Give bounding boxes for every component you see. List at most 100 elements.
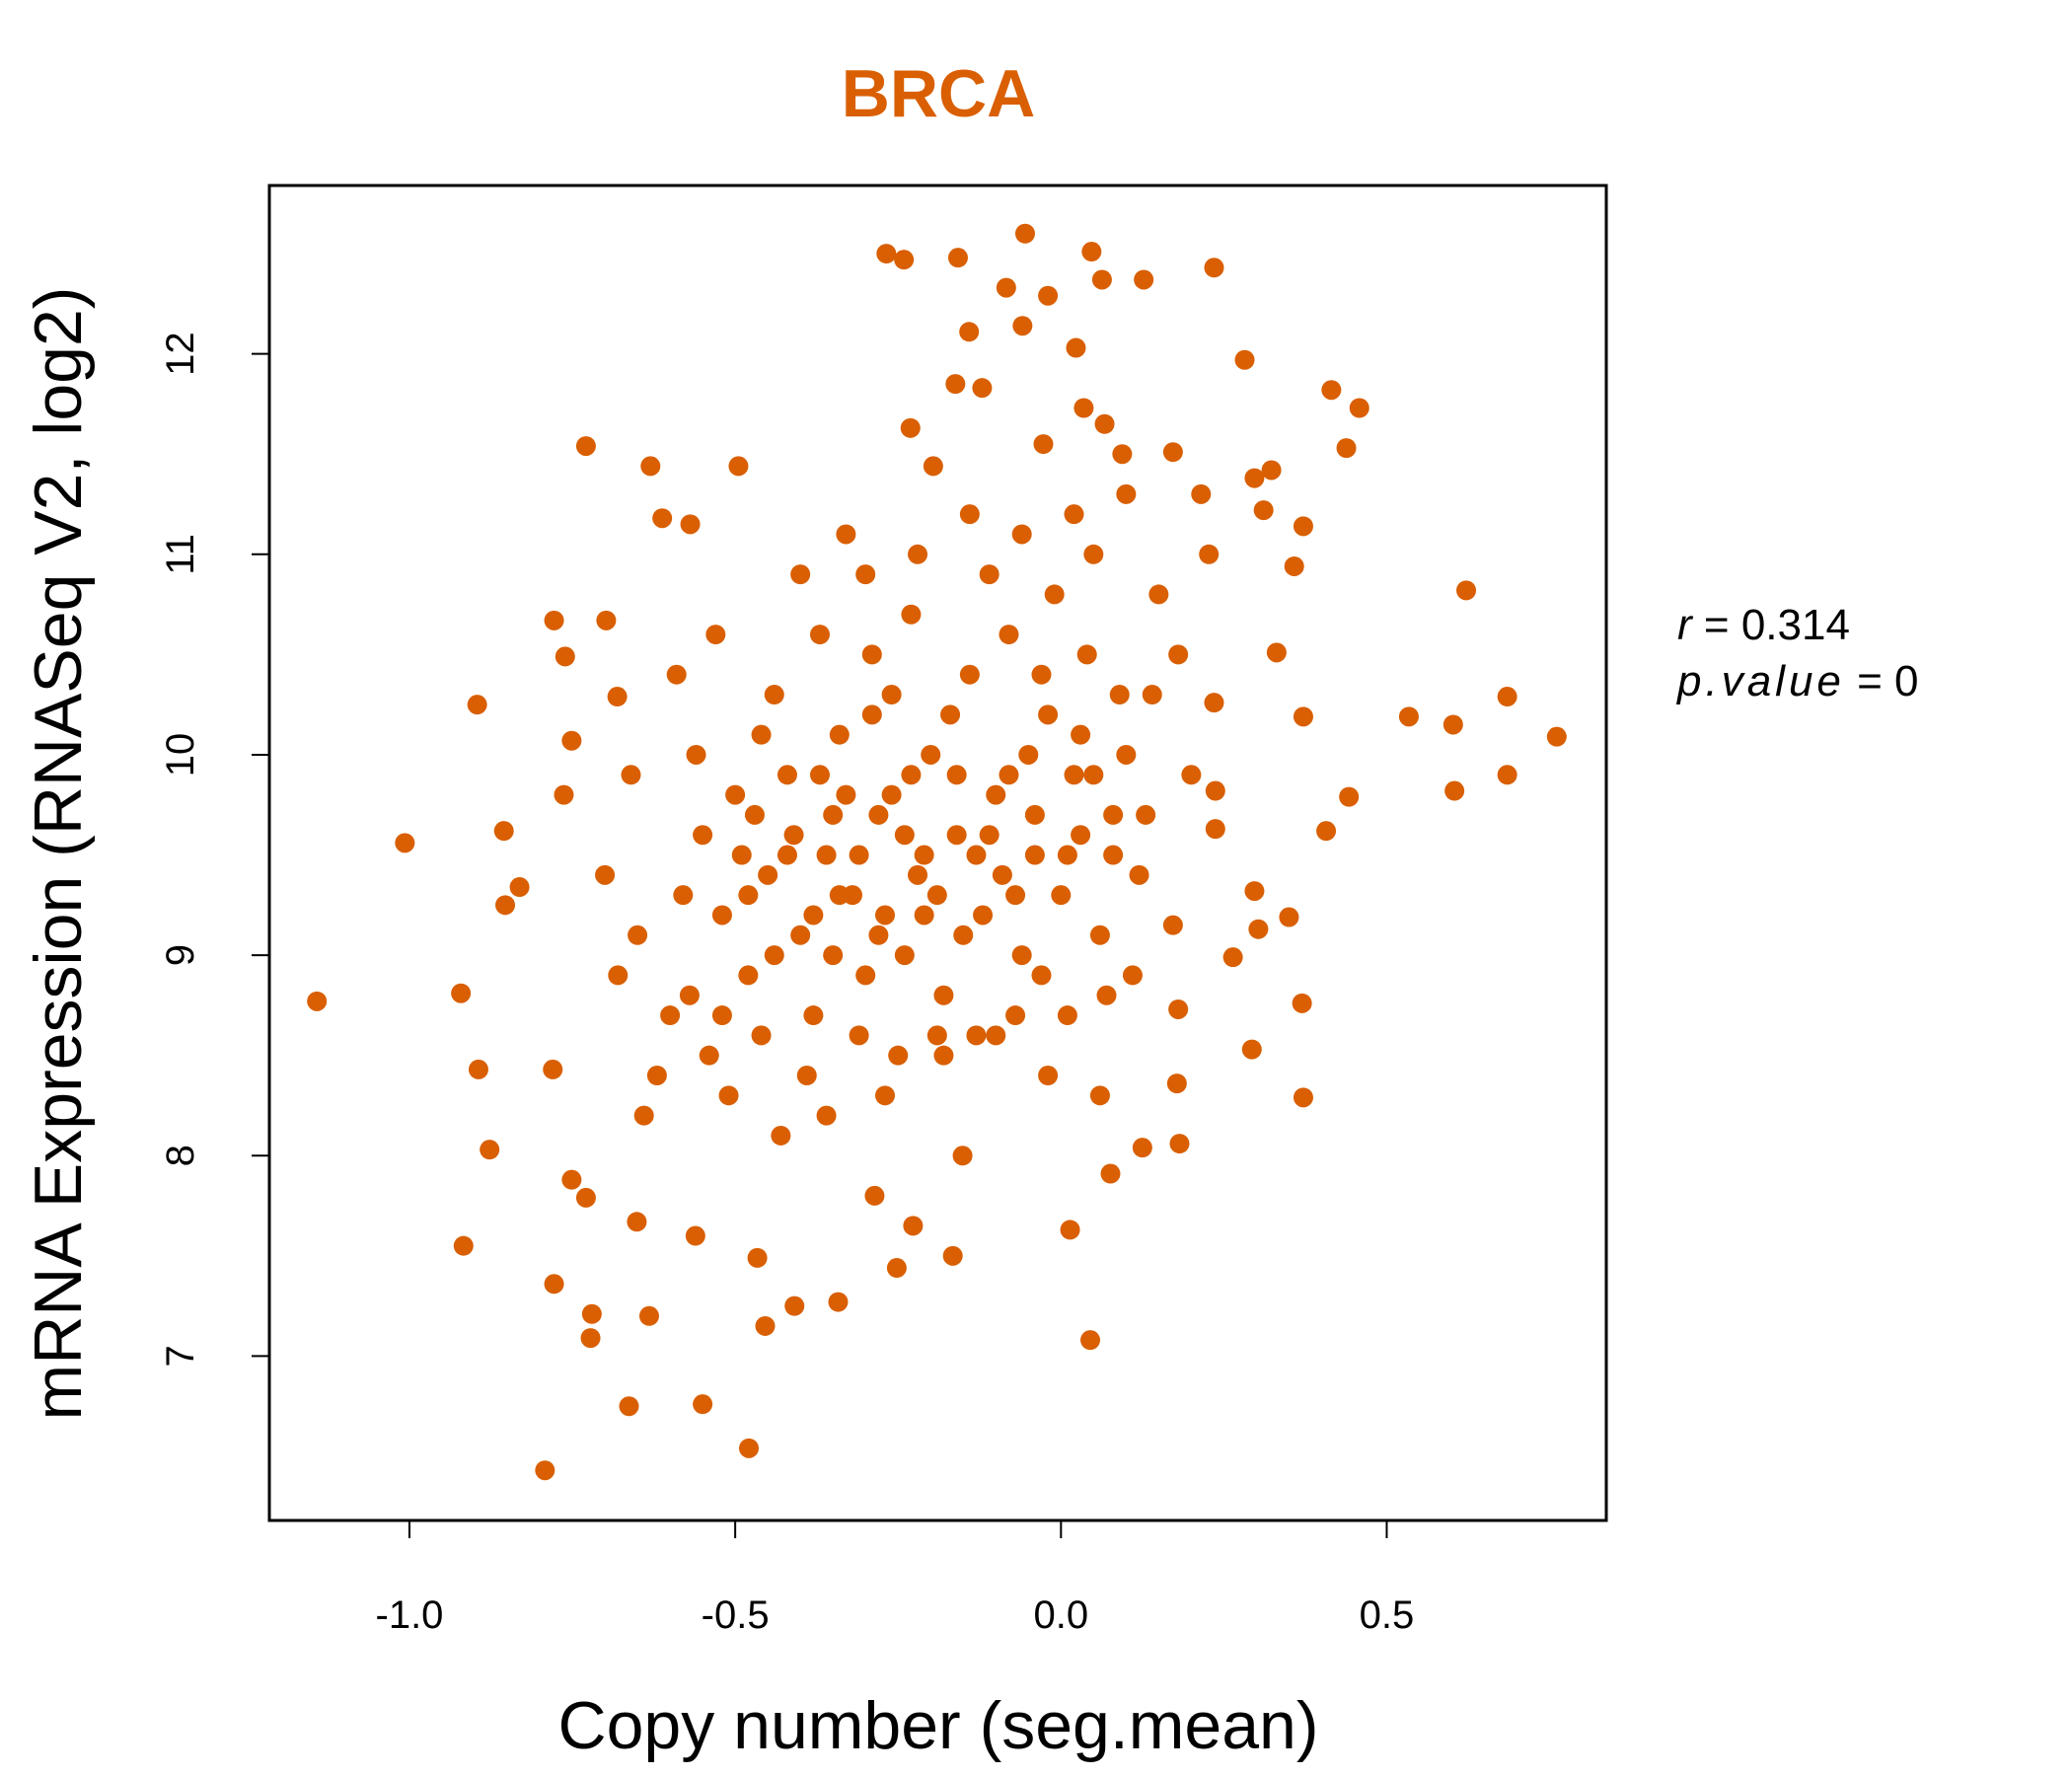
data-point — [1279, 907, 1299, 927]
data-point — [1051, 885, 1072, 906]
data-point — [544, 1274, 564, 1295]
data-point — [816, 845, 837, 865]
data-point — [666, 664, 687, 685]
data-point — [1103, 804, 1124, 825]
data-point — [886, 1258, 907, 1279]
data-point — [758, 864, 778, 885]
data-point — [1064, 765, 1084, 785]
data-point — [1261, 460, 1282, 481]
data-point — [1096, 985, 1117, 1005]
y-tick-label: 10 — [159, 733, 202, 777]
x-axis-title: Copy number (seg.mean) — [557, 1688, 1318, 1763]
data-point — [1293, 706, 1313, 727]
x-tick-label: -0.5 — [702, 1593, 770, 1637]
data-point — [1100, 1163, 1121, 1184]
data-point — [535, 1460, 555, 1481]
data-point — [561, 730, 582, 751]
chart-title: BRCA — [842, 56, 1035, 131]
data-point — [901, 765, 922, 785]
data-point — [1116, 744, 1137, 765]
data-point — [1094, 413, 1115, 434]
data-point — [959, 504, 980, 525]
data-point — [1181, 765, 1202, 785]
data-point — [638, 1305, 659, 1326]
data-point — [1349, 398, 1369, 418]
data-point — [771, 1125, 791, 1146]
data-point — [1293, 1087, 1313, 1108]
data-point — [894, 825, 915, 846]
data-point — [959, 664, 980, 685]
data-point — [1244, 881, 1265, 902]
data-point — [580, 1328, 601, 1349]
data-point — [864, 1185, 885, 1206]
x-tick-label: 0.0 — [1033, 1593, 1088, 1637]
data-point — [679, 985, 700, 1005]
data-point — [1024, 845, 1045, 865]
data-point — [1204, 693, 1224, 713]
data-point — [764, 945, 784, 966]
data-point — [1234, 349, 1255, 370]
x-tick-label: 0.5 — [1360, 1593, 1415, 1637]
data-point — [1316, 821, 1337, 842]
data-point — [595, 864, 616, 885]
data-point — [1033, 434, 1054, 455]
data-point — [1073, 398, 1094, 418]
data-point — [921, 744, 941, 765]
data-point — [868, 804, 889, 825]
data-point — [953, 925, 974, 945]
data-point — [1011, 945, 1032, 966]
data-point — [751, 1025, 772, 1046]
data-point — [933, 1045, 954, 1066]
data-point — [1012, 316, 1033, 336]
data-point — [966, 845, 987, 865]
stat-p-label: p.value — [1675, 657, 1845, 705]
stat-p: p.value = 0 — [1675, 657, 1919, 705]
data-point — [1011, 524, 1032, 545]
data-point — [888, 1045, 909, 1066]
data-point — [972, 378, 993, 399]
data-point — [1018, 744, 1039, 765]
data-point — [1336, 438, 1357, 459]
data-point — [829, 724, 850, 745]
data-point — [973, 905, 994, 925]
data-point — [946, 825, 967, 846]
data-point — [881, 685, 902, 705]
data-point — [1166, 1073, 1187, 1094]
data-point — [621, 765, 641, 785]
data-point — [738, 965, 759, 986]
data-point — [673, 885, 694, 906]
data-point — [999, 765, 1019, 785]
data-point — [986, 784, 1006, 805]
data-point — [1444, 780, 1465, 801]
data-point — [1497, 765, 1517, 785]
data-point — [903, 1216, 924, 1236]
data-point — [1060, 1220, 1080, 1240]
data-point — [1162, 915, 1183, 935]
data-point — [725, 784, 746, 805]
data-point — [680, 514, 701, 535]
data-point — [986, 1025, 1006, 1046]
data-point — [1057, 1005, 1077, 1026]
data-point — [1134, 269, 1154, 290]
data-point — [628, 925, 648, 945]
data-point — [739, 1438, 760, 1458]
data-point — [1398, 706, 1419, 727]
data-point — [728, 456, 749, 477]
data-point — [790, 925, 811, 945]
data-point — [1162, 442, 1183, 463]
data-point — [855, 564, 876, 585]
data-point — [947, 248, 968, 268]
data-point — [829, 885, 850, 906]
data-point — [1191, 483, 1212, 504]
data-point — [1076, 644, 1097, 665]
data-point — [1284, 555, 1304, 576]
data-point — [849, 845, 869, 865]
data-point — [1266, 642, 1287, 663]
y-tick-label: 12 — [159, 332, 202, 376]
data-point — [1497, 687, 1517, 707]
data-point — [1443, 714, 1463, 735]
data-point — [1089, 925, 1110, 945]
y-tick-label: 8 — [159, 1145, 202, 1166]
data-point — [1168, 644, 1189, 665]
